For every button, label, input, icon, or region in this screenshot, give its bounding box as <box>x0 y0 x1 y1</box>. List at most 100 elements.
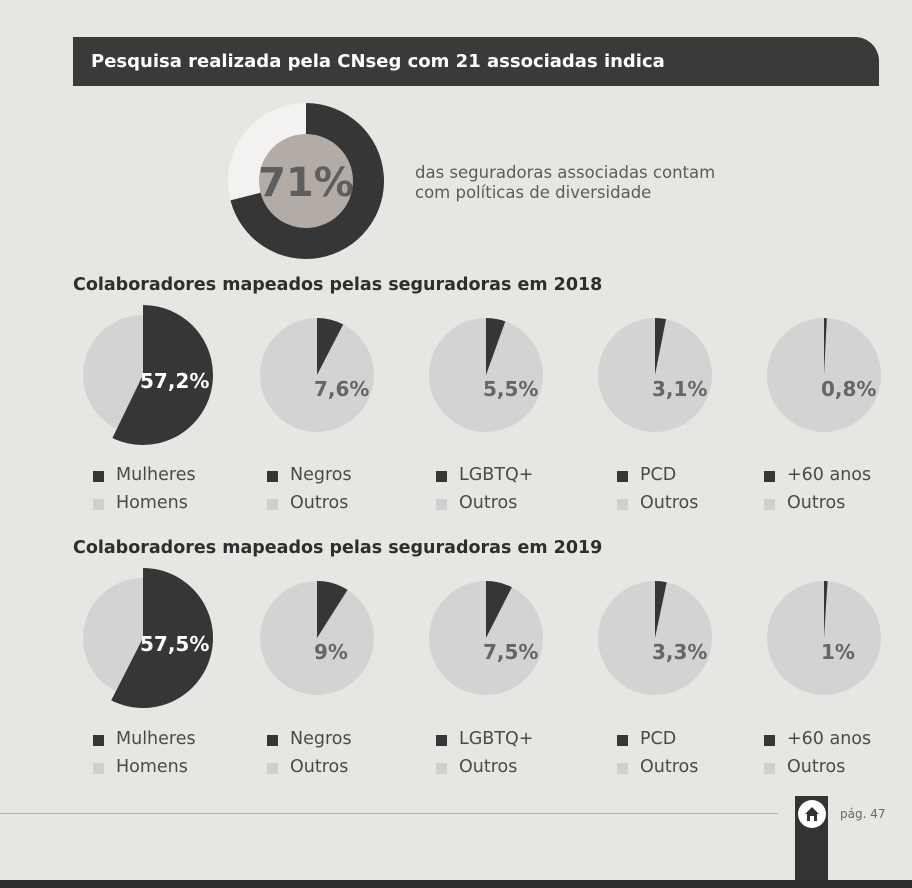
legend-label: PCD <box>640 465 677 485</box>
legend-item-other: Outros <box>267 489 407 517</box>
donut-value-label: 71% <box>258 160 354 206</box>
legend-swatch <box>617 499 628 510</box>
section-title-2019: Colaboradores mapeados pelas seguradoras… <box>73 538 603 558</box>
pie-chart: 7,5% <box>421 568 551 708</box>
pie-value-label: 7,5% <box>483 640 539 664</box>
legend-item-value: PCD <box>617 461 757 489</box>
legend-item-value: +60 anos <box>764 461 904 489</box>
legend-label: Mulheres <box>116 729 196 749</box>
pie-legend: +60 anos Outros <box>764 725 904 781</box>
page-number: pág. 47 <box>840 807 886 821</box>
pie-chart: 1% <box>759 568 889 708</box>
pie-value-label: 57,5% <box>140 632 210 656</box>
pie-chart: 9% <box>252 568 382 708</box>
pie-chart: 7,6% <box>252 305 382 445</box>
legend-item-other: Outros <box>267 753 407 781</box>
legend-item-other: Outros <box>436 489 576 517</box>
legend-item-other: Outros <box>617 753 757 781</box>
pie-chart: 57,5% <box>78 568 213 708</box>
pie-chart: 3,1% <box>590 305 720 445</box>
legend-label: Outros <box>640 757 699 777</box>
legend-item-value: Negros <box>267 725 407 753</box>
pie-value-label: 1% <box>821 640 855 664</box>
pie-chart: 0,8% <box>759 305 889 445</box>
pie-legend: LGBTQ+ Outros <box>436 725 576 781</box>
legend-label: Outros <box>290 757 349 777</box>
legend-label: Negros <box>290 729 352 749</box>
highlight-donut-chart: 71% <box>228 103 384 259</box>
pie-legend: Mulheres Homens <box>93 725 233 781</box>
legend-label: Negros <box>290 465 352 485</box>
legend-item-other: Homens <box>93 489 233 517</box>
pie-chart: 5,5% <box>421 305 551 445</box>
pie-chart: 3,3% <box>590 568 720 708</box>
legend-item-value: +60 anos <box>764 725 904 753</box>
pie-slice-value <box>486 318 506 375</box>
legend-swatch <box>436 471 447 482</box>
legend-swatch <box>93 735 104 746</box>
legend-swatch <box>93 471 104 482</box>
legend-label: LGBTQ+ <box>459 465 534 485</box>
pie-value-label: 5,5% <box>483 377 539 401</box>
pie-slice-value <box>486 581 512 638</box>
legend-swatch <box>764 499 775 510</box>
legend-swatch <box>764 735 775 746</box>
legend-label: +60 anos <box>787 465 872 485</box>
pie-slice-value <box>317 318 344 375</box>
legend-swatch <box>617 763 628 774</box>
legend-item-other: Outros <box>436 753 576 781</box>
header-banner: Pesquisa realizada pela CNseg com 21 ass… <box>73 37 879 86</box>
pie-legend: PCD Outros <box>617 461 757 517</box>
legend-label: Outros <box>290 493 349 513</box>
legend-swatch <box>267 735 278 746</box>
pie-slice-value <box>824 318 827 375</box>
pie-slice-value <box>112 305 213 445</box>
legend-item-value: PCD <box>617 725 757 753</box>
pie-legend: LGBTQ+ Outros <box>436 461 576 517</box>
legend-item-value: Negros <box>267 461 407 489</box>
legend-item-value: Mulheres <box>93 725 233 753</box>
legend-label: LGBTQ+ <box>459 729 534 749</box>
legend-swatch <box>93 763 104 774</box>
legend-label: Homens <box>116 493 188 513</box>
legend-item-value: LGBTQ+ <box>436 461 576 489</box>
header-title: Pesquisa realizada pela CNseg com 21 ass… <box>91 51 665 72</box>
legend-swatch <box>93 499 104 510</box>
pie-legend: PCD Outros <box>617 725 757 781</box>
legend-item-value: LGBTQ+ <box>436 725 576 753</box>
pie-slice-value <box>655 581 667 638</box>
section-title-2018: Colaboradores mapeados pelas seguradoras… <box>73 275 603 295</box>
home-button[interactable] <box>798 800 826 828</box>
legend-label: Outros <box>459 757 518 777</box>
pie-slice-value <box>655 318 667 375</box>
legend-label: Outros <box>459 493 518 513</box>
pie-slice-value <box>824 581 828 638</box>
legend-label: +60 anos <box>787 729 872 749</box>
legend-swatch <box>764 471 775 482</box>
pie-chart: 57,2% <box>78 305 213 445</box>
legend-label: Outros <box>640 493 699 513</box>
pie-value-label: 3,3% <box>652 640 708 664</box>
legend-label: Mulheres <box>116 465 196 485</box>
legend-swatch <box>267 471 278 482</box>
legend-swatch <box>617 735 628 746</box>
legend-swatch <box>436 763 447 774</box>
highlight-description: das seguradoras associadas contam com po… <box>415 163 716 202</box>
legend-label: PCD <box>640 729 677 749</box>
pie-slice-value <box>317 581 348 638</box>
legend-swatch <box>764 763 775 774</box>
footer-divider <box>0 813 778 814</box>
pie-legend: Mulheres Homens <box>93 461 233 517</box>
legend-swatch <box>267 763 278 774</box>
pie-value-label: 57,2% <box>140 369 210 393</box>
pie-value-label: 7,6% <box>314 377 370 401</box>
pie-legend: Negros Outros <box>267 725 407 781</box>
home-icon <box>805 807 819 821</box>
legend-item-other: Outros <box>764 753 904 781</box>
legend-label: Outros <box>787 493 846 513</box>
legend-item-other: Outros <box>617 489 757 517</box>
pie-value-label: 0,8% <box>821 377 877 401</box>
legend-swatch <box>267 499 278 510</box>
legend-label: Outros <box>787 757 846 777</box>
bottom-bar <box>0 880 912 888</box>
